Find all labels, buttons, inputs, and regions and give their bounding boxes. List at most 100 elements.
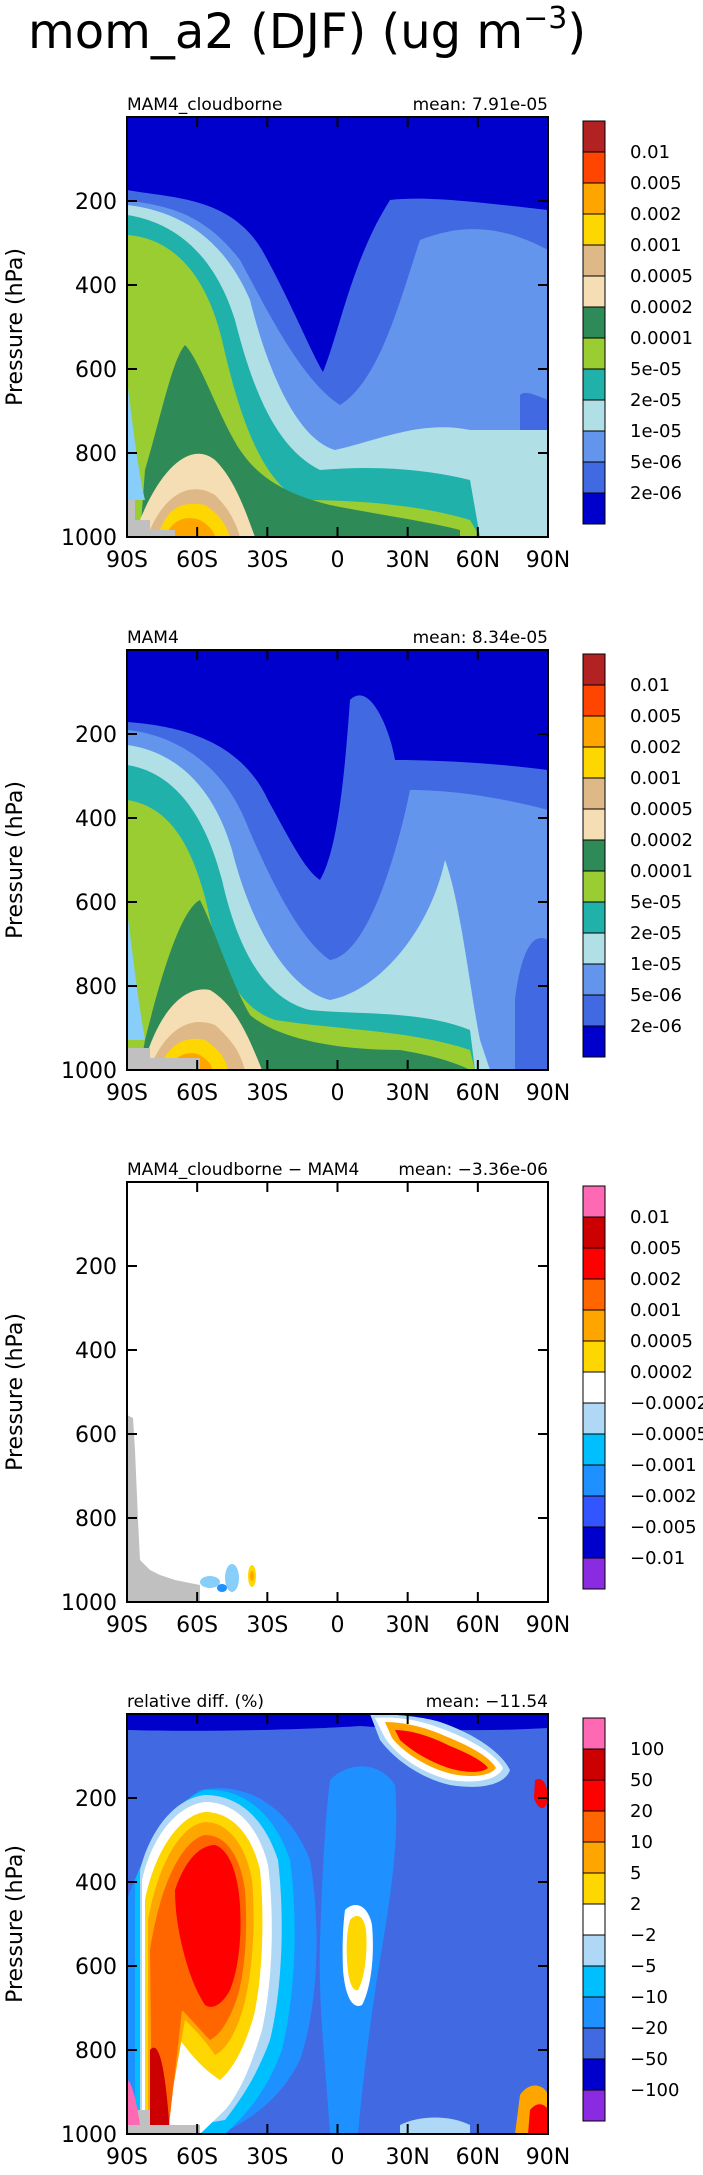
cbar-4-label-11: −100 <box>630 2080 679 2101</box>
cbar-2-label-3: 0.001 <box>630 768 682 789</box>
p1-ytick-label-2: 600 <box>75 358 117 383</box>
p2-ytick-label-2: 600 <box>75 891 117 916</box>
cbar-4-box-0 <box>582 1717 606 1750</box>
cbar-1-box-1 <box>582 151 606 184</box>
p2-ytick-label-0: 200 <box>75 723 117 748</box>
cbar-2-box-8 <box>582 901 606 934</box>
cbar-4-label-9: −20 <box>630 2018 668 2039</box>
cbar-3-label-10: −0.005 <box>630 1517 697 1538</box>
cbar-2-box-1 <box>582 684 606 717</box>
cbar-2-box-7 <box>582 870 606 903</box>
cbar-2-label-7: 5e-05 <box>630 892 682 913</box>
p4-xtick-label-5: 60N <box>456 2145 500 2170</box>
cbar-1-label-9: 1e-05 <box>630 421 682 442</box>
cbar-2-label-4: 0.0005 <box>630 799 693 820</box>
cbar-4-box-8 <box>582 1965 606 1998</box>
p2-ytick-label-1: 400 <box>75 807 117 832</box>
cbar-2-box-12 <box>582 1025 606 1058</box>
panel-2-contours <box>127 650 548 1070</box>
panel-1-left-title: MAM4_cloudborne <box>127 95 282 115</box>
p3-ytick-label-4: 1000 <box>61 1591 117 1616</box>
p4-xtick-label-3: 0 <box>331 2145 345 2170</box>
cbar-4-box-11 <box>582 2058 606 2091</box>
panel-1-colorbar: 0.01 0.005 0.002 0.001 0.0005 0.0002 0.0… <box>582 120 693 525</box>
cbar-3-label-4: 0.0005 <box>630 1331 693 1352</box>
cbar-1-box-7 <box>582 337 606 370</box>
figure-title: mom_a2 (DJF) (ug m−3) <box>28 1 586 60</box>
cbar-1-label-6: 0.0001 <box>630 328 693 349</box>
p3-xtick-label-5: 60N <box>456 1613 500 1638</box>
panel-4: relative diff. (%) mean: −11.54 <box>126 1692 679 2135</box>
cbar-2-box-3 <box>582 746 606 779</box>
p3-ytick-label-1: 400 <box>75 1339 117 1364</box>
panel-2-mean: mean: 8.34e-05 <box>413 628 548 648</box>
cbar-4-box-12 <box>582 2089 606 2122</box>
cbar-3-box-9 <box>582 1464 606 1497</box>
p2-xtick-label-3: 0 <box>331 1081 345 1106</box>
cbar-2-label-8: 2e-05 <box>630 923 682 944</box>
cbar-4-label-6: −2 <box>630 1925 657 1946</box>
p4-xtick-label-0: 90S <box>106 2145 148 2170</box>
cbar-2-box-6 <box>582 839 606 872</box>
cbar-3-label-3: 0.001 <box>630 1300 682 1321</box>
p3-xtick-label-2: 30S <box>246 1613 288 1638</box>
cbar-4-box-9 <box>582 1996 606 2029</box>
cbar-1-box-9 <box>582 399 606 432</box>
cbar-1-label-1: 0.005 <box>630 173 682 194</box>
cbar-3-label-9: −0.002 <box>630 1486 697 1507</box>
cbar-3-box-10 <box>582 1495 606 1528</box>
p4-ytick-label-4: 1000 <box>61 2123 117 2148</box>
p1-ytick-label-4: 1000 <box>61 526 117 551</box>
cbar-2-label-1: 0.005 <box>630 706 682 727</box>
panel-4-left-title: relative diff. (%) <box>127 1692 264 1712</box>
cbar-2-box-0 <box>582 653 606 686</box>
p3-xtick-label-1: 60S <box>176 1613 218 1638</box>
p3-xtick-label-4: 30N <box>385 1613 429 1638</box>
cbar-1-box-0 <box>582 120 606 153</box>
cbar-3-box-2 <box>582 1247 606 1280</box>
cbar-4-label-0: 100 <box>630 1739 664 1760</box>
cbar-2-box-2 <box>582 715 606 748</box>
cbar-2-label-10: 5e-06 <box>630 985 682 1006</box>
panel-1-contours <box>127 117 548 537</box>
cbar-1-label-11: 2e-06 <box>630 483 682 504</box>
panel-2: MAM4 mean: 8.34e-05 <box>126 628 693 1071</box>
p2-xtick-label-4: 30N <box>385 1081 429 1106</box>
p2-xtick-label-5: 60N <box>456 1081 500 1106</box>
cbar-4-box-10 <box>582 2027 606 2060</box>
cbar-4-box-3 <box>582 1810 606 1843</box>
cbar-3-label-0: 0.01 <box>630 1207 670 1228</box>
cbar-3-label-7: −0.0005 <box>630 1424 703 1445</box>
cbar-3-label-1: 0.005 <box>630 1238 682 1259</box>
p1-ytick-label-3: 800 <box>75 442 117 467</box>
p2-ytick-label-4: 1000 <box>61 1059 117 1084</box>
p1-ylabel: Pressure (hPa) <box>3 248 28 406</box>
panel-3-colorbar: 0.01 0.005 0.002 0.001 0.0005 0.0002 −0.… <box>582 1185 703 1590</box>
cbar-2-label-9: 1e-05 <box>630 954 682 975</box>
cbar-1-label-4: 0.0005 <box>630 266 693 287</box>
cbar-4-box-5 <box>582 1872 606 1905</box>
cbar-1-label-7: 5e-05 <box>630 359 682 380</box>
p2-xtick-label-6: 90N <box>526 1081 570 1106</box>
cbar-1-label-5: 0.0002 <box>630 297 693 318</box>
cbar-3-label-11: −0.01 <box>630 1548 685 1569</box>
cbar-1-box-8 <box>582 368 606 401</box>
p1-ytick-label-1: 400 <box>75 274 117 299</box>
cbar-2-box-5 <box>582 808 606 841</box>
cbar-4-label-3: 10 <box>630 1832 653 1853</box>
panel-4-contours <box>127 1714 548 2134</box>
p4-ytick-label-2: 600 <box>75 1955 117 1980</box>
p2-ytick-label-3: 800 <box>75 975 117 1000</box>
cbar-4-label-2: 20 <box>630 1801 653 1822</box>
panel-1-mean: mean: 7.91e-05 <box>413 95 548 115</box>
cbar-4-box-4 <box>582 1841 606 1874</box>
panel-4-mean: mean: −11.54 <box>426 1692 548 1712</box>
p4-xtick-label-1: 60S <box>176 2145 218 2170</box>
panel-4-colorbar: 100 50 20 10 5 2 −2 −5 −10 −20 −50 −100 <box>582 1717 679 2122</box>
p1-xtick-label-4: 30N <box>385 548 429 573</box>
cbar-1-box-2 <box>582 182 606 215</box>
p1-xtick-label-3: 0 <box>331 548 345 573</box>
p3-xtick-label-0: 90S <box>106 1613 148 1638</box>
